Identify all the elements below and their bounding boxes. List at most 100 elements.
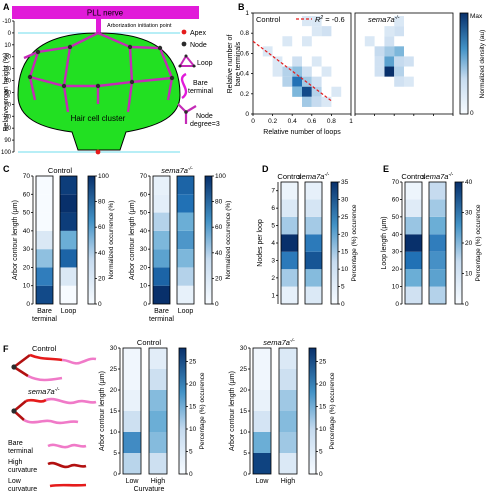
heatmap-cell <box>177 249 194 268</box>
y-tick-label: 15 <box>110 408 118 415</box>
heatmap-cell <box>321 26 332 37</box>
a-tick-label: 100 <box>1 150 12 156</box>
colorbar-tick-label: 80 <box>215 199 223 206</box>
heatmap-cell <box>394 56 404 67</box>
colorbar-tick-label: 25 <box>319 359 327 366</box>
heatmap-cell <box>60 267 77 286</box>
legend-f-high-1: High <box>8 459 23 466</box>
y-tick-label: 15 <box>240 408 248 415</box>
heatmap-cell <box>311 86 322 97</box>
colorbar-tick-label: 20 <box>98 275 106 282</box>
heatmap-cell <box>36 267 53 286</box>
colorbar <box>454 181 463 305</box>
colorbar-tick-label: 0 <box>319 471 323 478</box>
panel-f-control-title: Control <box>32 344 57 353</box>
x-axis-label: Curvature <box>134 486 165 493</box>
colorbar-tick-label: 10 <box>319 426 327 433</box>
colorbar-tick-label: 20 <box>189 381 197 388</box>
x-category-label: Bare <box>37 308 52 315</box>
legend-loop-label: Loop <box>197 60 213 67</box>
y-tick-label: 70 <box>23 173 31 180</box>
y-tick-label: 30 <box>23 246 31 253</box>
heatmap-cell <box>60 176 77 195</box>
legend-bare-terminal-icon <box>180 72 188 99</box>
heatmap-cell <box>321 66 332 77</box>
panel-f-label: F <box>3 344 9 354</box>
x-category-label: Loop <box>178 308 194 315</box>
a-tick-label: 90 <box>4 138 11 144</box>
heatmap-cell <box>384 56 395 67</box>
heatmap-cell <box>253 390 271 411</box>
y-tick-label: 10 <box>240 429 248 436</box>
panel-a: A PLL nerve Arborization initiation poin… <box>1 2 220 156</box>
heatmap-cell <box>149 411 167 432</box>
heatmap-cell <box>36 249 53 268</box>
column-title: sema7a-/- <box>298 172 330 181</box>
heatmap-cell <box>394 76 404 87</box>
heatmap-cell <box>405 269 422 287</box>
y-tick-label: 40 <box>392 231 400 238</box>
heatmap-cell <box>292 66 302 77</box>
y-tick-label: 20 <box>23 264 31 271</box>
heatmap-cell <box>429 182 446 200</box>
b-y-tick-label: 0.8 <box>240 30 249 37</box>
colorbar-tick-label: 10 <box>189 426 197 433</box>
heatmap-cell <box>177 176 194 195</box>
heatmap-cell <box>302 66 312 77</box>
colorbar-tick-label: 20 <box>465 240 473 247</box>
heatmap-cell <box>149 453 167 474</box>
heatmap-cell <box>281 251 298 270</box>
colorbar-tick-label: 80 <box>98 199 106 206</box>
x-category-label: Loop <box>61 308 77 315</box>
a-tick-label: 10 <box>4 43 11 49</box>
y-tick-label: 5 <box>271 223 275 230</box>
heatmap-sema7a-frame <box>354 12 454 115</box>
control-arbor-node <box>11 364 17 370</box>
panel-b-colorbar <box>459 12 469 115</box>
heatmap-cell <box>384 26 395 37</box>
heatmap-cell <box>36 285 53 304</box>
legend-loop-icon <box>178 54 197 67</box>
y-tick-label: 0 <box>143 301 147 308</box>
heatmap-cell <box>282 36 293 47</box>
colorbar-label: Normalized occurrence (%) <box>225 201 232 280</box>
colorbar-tick-label: 100 <box>215 173 226 180</box>
colorbar-min-label: 0 <box>470 110 474 117</box>
group-title: sema7a-/- <box>161 166 193 175</box>
heatmap-cell <box>429 216 446 235</box>
panel-d-plot: 1 2 3 4 5 6 7 Nodes per loop 0 5 10 15 20 25 30 35 Perce… <box>257 172 358 308</box>
panel-f-control: 0 5 10 15 20 25 30 Arbor contour length (μm) 0 5 1… <box>99 338 206 493</box>
panel-b-y-label-1: Relative number of <box>227 35 234 94</box>
b-x-tick-label: 0.2 <box>268 118 277 125</box>
y-tick-label: 20 <box>110 387 118 394</box>
heatmap-cell <box>374 66 385 77</box>
legend-f-bare-1: Bare <box>8 440 23 447</box>
mutant-arbor-schematic <box>13 397 97 425</box>
panel-c-label: C <box>3 164 10 174</box>
legend-f-high-2: curvature <box>8 467 37 474</box>
colorbar-tick-label: 40 <box>215 250 223 257</box>
y-axis-label: Arbor contour length (μm) <box>229 371 236 451</box>
x-category-label: High <box>281 478 296 485</box>
heatmap-cell <box>279 390 297 411</box>
heatmap-cell <box>394 26 404 37</box>
y-tick-label: 7 <box>271 188 275 195</box>
heatmap-cell <box>281 286 298 304</box>
colorbar-tick-label: 0 <box>98 301 102 308</box>
heatmap-cell <box>405 286 422 304</box>
heatmap-cell <box>429 199 446 217</box>
heatmap-cell <box>149 348 167 369</box>
panel-a-label: A <box>3 2 10 12</box>
legend-node-degree-1: Node <box>196 113 213 120</box>
heatmap-cell <box>253 348 271 369</box>
b-y-tick-label: 0.4 <box>240 71 249 78</box>
b-y-tick-label: 1 <box>245 10 249 17</box>
heatmap-cell <box>279 453 297 474</box>
arbor-nodes <box>27 44 175 89</box>
heatmap-control-title: Control <box>256 15 281 24</box>
y-tick-label: 3 <box>271 257 275 264</box>
b-y-tick-label: 0 <box>245 111 249 118</box>
heatmap-column-frame <box>404 181 423 305</box>
heatmap-cell <box>374 46 385 57</box>
